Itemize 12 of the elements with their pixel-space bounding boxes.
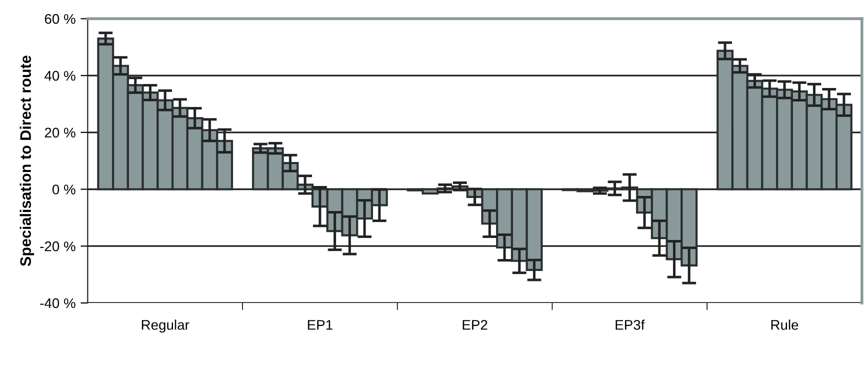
y-axis-title: Specialisation to Direct route [20,56,34,266]
x-tick-label: EP2 [462,320,488,330]
y-tick-label: 0 % [52,184,76,194]
y-tick-label: 20 % [44,128,76,138]
y-tick-label: -20 % [40,241,76,252]
x-tick-label: EP3f [616,320,645,330]
x-tick-label: Rule [771,320,798,330]
y-tick-label: -40 % [40,298,76,308]
x-tick-label: Regular [142,320,190,333]
x-tick-label: EP1 [308,320,332,330]
y-tick-label: 40 % [44,70,76,81]
y-tick-label: 60 % [44,14,76,24]
